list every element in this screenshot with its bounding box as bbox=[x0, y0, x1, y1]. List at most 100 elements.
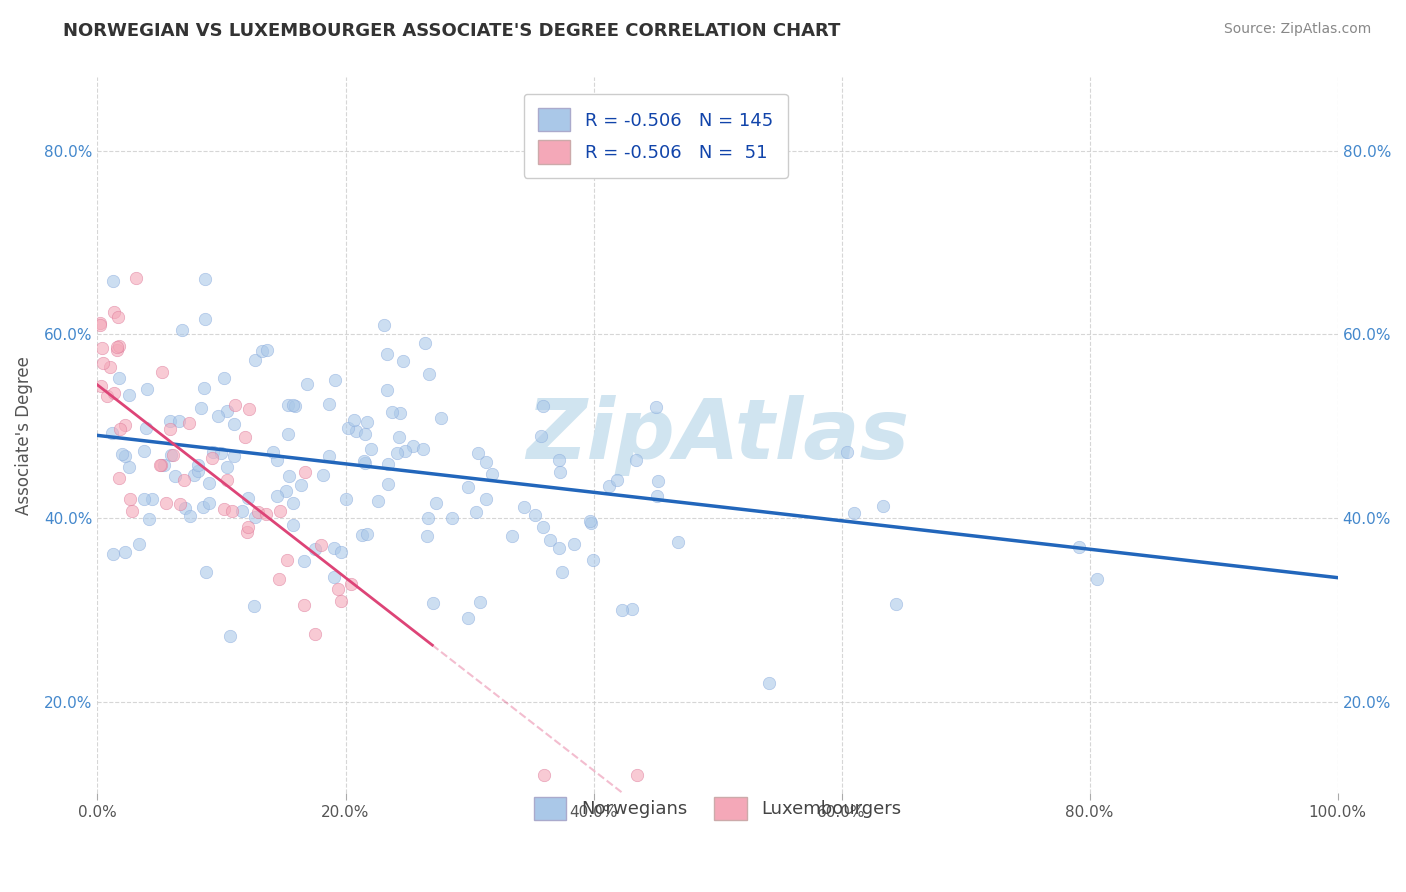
Point bbox=[108, 471, 131, 485]
Point bbox=[202, 445, 225, 459]
Point bbox=[416, 529, 439, 543]
Point bbox=[150, 365, 173, 379]
Point bbox=[353, 454, 375, 468]
Point bbox=[159, 422, 181, 436]
Point bbox=[457, 480, 479, 494]
Point bbox=[114, 417, 136, 432]
Point bbox=[149, 458, 172, 472]
Point bbox=[132, 444, 155, 458]
Text: Source: ZipAtlas.com: Source: ZipAtlas.com bbox=[1223, 22, 1371, 37]
Point bbox=[105, 340, 128, 354]
Point bbox=[548, 453, 571, 467]
Point bbox=[309, 538, 332, 552]
Point bbox=[103, 305, 125, 319]
Point bbox=[304, 542, 326, 557]
Point bbox=[647, 474, 669, 488]
Point bbox=[262, 445, 284, 459]
Point bbox=[481, 467, 503, 481]
Point bbox=[323, 541, 346, 556]
Point bbox=[465, 505, 488, 519]
Point bbox=[187, 464, 209, 478]
Point bbox=[441, 510, 464, 524]
Y-axis label: Associate's Degree: Associate's Degree bbox=[15, 356, 32, 515]
Point bbox=[183, 467, 205, 482]
Point bbox=[394, 443, 416, 458]
Point bbox=[101, 547, 124, 561]
Point bbox=[380, 405, 402, 419]
Point bbox=[118, 388, 141, 402]
Point bbox=[329, 545, 352, 559]
Point bbox=[842, 506, 865, 520]
Point bbox=[179, 416, 201, 430]
Point bbox=[266, 489, 288, 503]
Point bbox=[610, 603, 633, 617]
Point bbox=[538, 533, 561, 547]
Point bbox=[666, 534, 689, 549]
Point bbox=[550, 465, 572, 479]
Point bbox=[250, 344, 273, 359]
Point bbox=[90, 379, 112, 393]
Point bbox=[388, 406, 411, 420]
Point bbox=[128, 536, 150, 550]
Point bbox=[292, 554, 315, 568]
Point bbox=[354, 426, 377, 441]
Point bbox=[360, 442, 382, 457]
Point bbox=[318, 449, 340, 463]
Point bbox=[233, 430, 256, 444]
Point bbox=[276, 553, 298, 567]
Point bbox=[429, 410, 451, 425]
Point bbox=[582, 553, 605, 567]
Point bbox=[132, 492, 155, 507]
Point bbox=[269, 504, 291, 518]
Point bbox=[134, 421, 156, 435]
Point bbox=[110, 422, 132, 436]
Point bbox=[392, 353, 415, 368]
Point bbox=[235, 524, 257, 539]
Point bbox=[475, 491, 498, 506]
Point bbox=[114, 449, 136, 463]
Point bbox=[422, 596, 444, 610]
Point bbox=[247, 505, 270, 519]
Point bbox=[375, 383, 398, 397]
Point bbox=[367, 494, 389, 508]
Point bbox=[267, 572, 290, 586]
Point bbox=[530, 429, 553, 443]
Point bbox=[108, 371, 131, 385]
Point bbox=[101, 426, 124, 441]
Point bbox=[312, 468, 335, 483]
Point bbox=[118, 491, 141, 506]
Point bbox=[169, 497, 191, 511]
Point bbox=[290, 478, 312, 492]
Point bbox=[141, 491, 163, 506]
Point bbox=[191, 500, 214, 514]
Point bbox=[107, 310, 129, 324]
Point bbox=[162, 448, 184, 462]
Point bbox=[385, 445, 408, 459]
Point bbox=[624, 452, 647, 467]
Point bbox=[217, 473, 239, 487]
Point bbox=[167, 414, 190, 428]
Point bbox=[281, 398, 304, 412]
Point bbox=[173, 473, 195, 487]
Legend: Norwegians, Luxembourgers: Norwegians, Luxembourgers bbox=[519, 782, 915, 834]
Point bbox=[195, 565, 218, 579]
Point bbox=[328, 582, 350, 596]
Point bbox=[356, 415, 378, 429]
Point bbox=[375, 347, 398, 361]
Point bbox=[125, 271, 148, 285]
Point bbox=[221, 504, 243, 518]
Point bbox=[138, 512, 160, 526]
Point bbox=[136, 382, 159, 396]
Point bbox=[281, 496, 304, 510]
Point bbox=[209, 446, 232, 460]
Point bbox=[222, 417, 245, 431]
Point bbox=[187, 458, 209, 472]
Text: NORWEGIAN VS LUXEMBOURGER ASSOCIATE'S DEGREE CORRELATION CHART: NORWEGIAN VS LUXEMBOURGER ASSOCIATE'S DE… bbox=[63, 22, 841, 40]
Point bbox=[329, 593, 352, 607]
Point bbox=[620, 601, 643, 615]
Point bbox=[231, 504, 253, 518]
Point bbox=[335, 491, 357, 506]
Point bbox=[224, 449, 246, 463]
Point bbox=[121, 503, 143, 517]
Point bbox=[457, 611, 479, 625]
